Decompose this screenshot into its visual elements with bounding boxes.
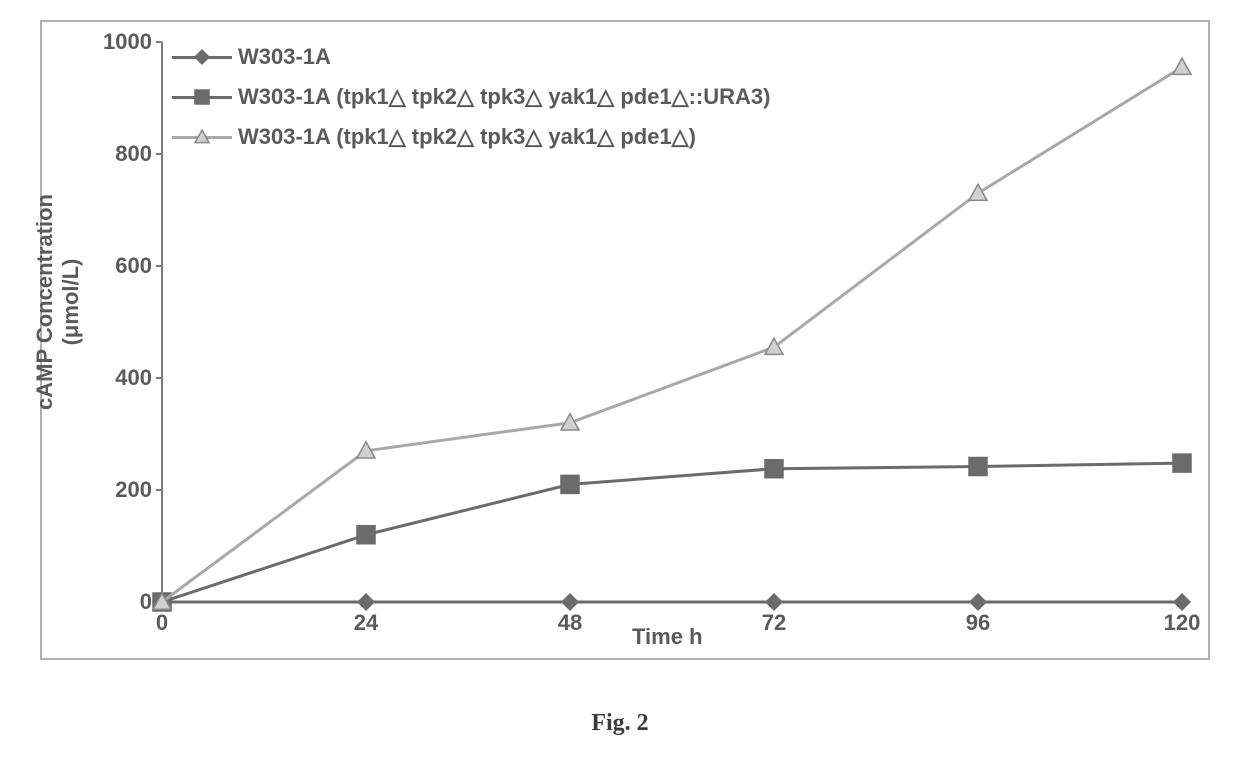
- y-tick-label: 200: [115, 477, 152, 503]
- y-axis-label: cAMP Concentration (μmol/L): [32, 162, 85, 442]
- x-tick-label: 72: [762, 610, 786, 636]
- legend-line: [172, 96, 232, 99]
- x-tick-label: 24: [354, 610, 378, 636]
- x-axis-label: Time h: [632, 624, 703, 650]
- y-tick-label: 0: [140, 589, 152, 615]
- x-tick-label: 48: [558, 610, 582, 636]
- x-tick-label: 96: [966, 610, 990, 636]
- triangle-icon: [192, 127, 212, 147]
- legend-label: W303-1A (tpk1△ tpk2△ tpk3△ yak1△ pde1△): [238, 124, 696, 150]
- legend: W303-1A W303-1A (tpk1△ tpk2△ tpk3△ yak1△ …: [172, 44, 770, 164]
- square-icon: [192, 87, 212, 107]
- y-tick-label: 1000: [103, 29, 152, 55]
- y-tick-label: 600: [115, 253, 152, 279]
- y-axis-label-line2: (μmol/L): [58, 259, 83, 346]
- legend-line: [172, 136, 232, 139]
- legend-item: W303-1A: [172, 44, 770, 70]
- diamond-icon: [192, 47, 212, 67]
- y-axis-label-line1: cAMP Concentration: [32, 194, 57, 410]
- legend-item: W303-1A (tpk1△ tpk2△ tpk3△ yak1△ pde1△::…: [172, 84, 770, 110]
- chart-container: cAMP Concentration (μmol/L) Time h W303-…: [40, 20, 1210, 660]
- x-tick-label: 0: [156, 610, 168, 636]
- legend-label: W303-1A: [238, 44, 331, 70]
- figure-caption: Fig. 2: [20, 710, 1220, 737]
- x-tick-label: 120: [1164, 610, 1201, 636]
- y-tick-label: 400: [115, 365, 152, 391]
- legend-item: W303-1A (tpk1△ tpk2△ tpk3△ yak1△ pde1△): [172, 124, 770, 150]
- y-tick-label: 800: [115, 141, 152, 167]
- legend-label: W303-1A (tpk1△ tpk2△ tpk3△ yak1△ pde1△::…: [238, 84, 770, 110]
- legend-line: [172, 56, 232, 59]
